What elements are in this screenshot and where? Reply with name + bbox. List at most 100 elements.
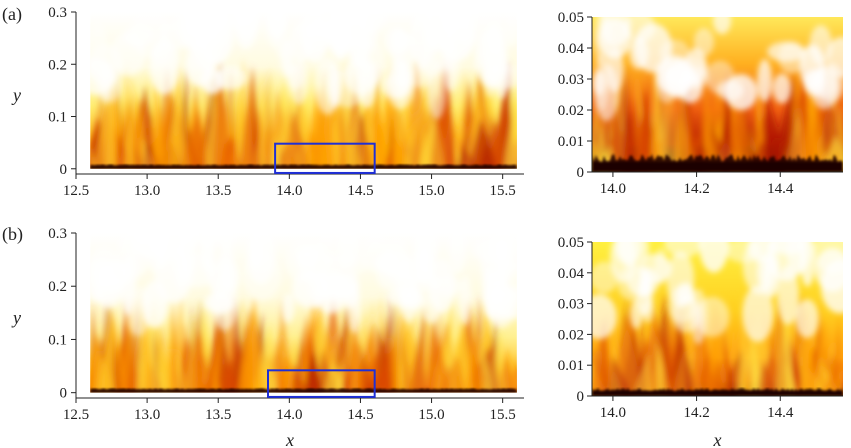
flame-wisp — [201, 233, 215, 274]
flame-wisp — [698, 242, 729, 273]
flame-wisp — [777, 265, 799, 325]
flame-plume — [717, 87, 731, 172]
flame-plume — [292, 326, 304, 393]
x-tick-label: 15.5 — [490, 183, 516, 199]
flame-plume — [256, 65, 277, 169]
flame-plume — [592, 356, 600, 396]
flame-wisp — [624, 17, 656, 43]
flame-wisp — [676, 282, 695, 305]
flame-plume — [238, 296, 264, 393]
flame-plume — [276, 138, 297, 169]
x-tick-label: 15.5 — [490, 407, 516, 423]
flame-wisp — [427, 59, 447, 119]
flame-plume — [219, 358, 239, 393]
flame-wisp — [266, 14, 282, 48]
x-tick-label: 13.0 — [134, 183, 160, 199]
zoom-panel-a: 14.0 14.2 14.4 0 0.01 0.02 0.03 0.04 0.05 — [558, 10, 843, 197]
flame-plumes — [90, 57, 517, 169]
y-tick-label: 0.03 — [558, 297, 584, 313]
flame-wisp — [225, 12, 252, 29]
flame-plume — [623, 94, 646, 172]
wall-spikes — [90, 164, 517, 169]
x-tick-label: 13.0 — [134, 407, 160, 423]
flame-plume — [504, 94, 517, 169]
flame-wisp — [617, 242, 650, 268]
x-tick-label: 13.5 — [205, 183, 231, 199]
wall-layer — [592, 154, 843, 172]
flame-field — [592, 17, 843, 172]
flame-wisp — [812, 242, 843, 273]
flame-plume — [609, 354, 630, 396]
flame-wisp — [92, 258, 114, 291]
flame-wisp — [390, 31, 417, 68]
x-tick-label: 12.5 — [63, 407, 89, 423]
x-axis-label: x — [285, 430, 294, 448]
y-tick-label: 0.1 — [48, 110, 67, 126]
x-tick-label: 13.5 — [205, 407, 231, 423]
wall-spikes — [592, 388, 843, 396]
flame-wisp — [763, 255, 780, 298]
flame-wisp — [592, 70, 606, 96]
flame-wisp — [110, 32, 147, 76]
flame-wisp — [406, 65, 433, 88]
flame-wisp — [141, 280, 168, 329]
flame-wisp — [406, 251, 421, 284]
flame-wisp — [343, 270, 360, 309]
flame-wisp — [747, 242, 776, 263]
wall-layer — [90, 164, 517, 169]
flame-plume — [324, 360, 347, 393]
flame-plume — [123, 105, 136, 169]
main-panel-a: 12.5 13.0 13.5 14.0 14.5 15.0 15.5 0 0.1 0.2 0.3 y (… — [2, 4, 524, 199]
flame-wisp — [289, 58, 309, 105]
flame-wisp — [772, 73, 792, 104]
y-tick-label: 0.02 — [558, 327, 584, 343]
flame-plume — [338, 108, 347, 169]
flame-wisp — [337, 233, 360, 270]
y-tick-label: 0.1 — [48, 332, 67, 348]
flame-plume — [440, 355, 465, 393]
flame-wisps — [592, 17, 843, 121]
panel-label: (b) — [2, 224, 23, 245]
flame-wisp — [443, 41, 460, 92]
flame-plume — [425, 321, 451, 393]
flame-wisp — [414, 246, 435, 285]
flame-plume — [768, 328, 777, 396]
flame-plume — [484, 329, 508, 393]
y-tick-label: 0.05 — [558, 10, 584, 26]
y-tick-label: 0.2 — [48, 279, 67, 295]
flame-wisp — [449, 233, 466, 274]
x-tick-label: 15.0 — [418, 183, 444, 199]
flame-plume — [151, 79, 167, 169]
flame-plume — [786, 102, 806, 172]
flame-wisp — [629, 37, 649, 70]
flame-wisp — [402, 288, 424, 310]
flame-wisp — [677, 71, 703, 104]
flame-wisp — [814, 62, 843, 103]
flame-plumes — [90, 292, 517, 393]
x-tick-label: 14.0 — [276, 183, 302, 199]
flame-wisps — [592, 242, 843, 345]
flame-plume — [686, 95, 696, 172]
flame-plume — [347, 312, 364, 393]
x-tick-label: 14.2 — [683, 181, 709, 197]
flame-wisp — [356, 20, 376, 50]
flame-plume — [672, 341, 689, 396]
flame-wisp — [450, 14, 476, 57]
flame-plume — [738, 92, 753, 172]
x-tick-label: 14.4 — [767, 405, 794, 421]
flame-wisp — [90, 24, 109, 79]
flame-plume — [243, 63, 255, 169]
flame-wisp — [507, 261, 517, 304]
y-tick-label: 0.01 — [558, 134, 584, 150]
flame-wisp — [249, 234, 263, 268]
flame-wisp — [654, 248, 668, 285]
flame-wisp — [664, 242, 703, 258]
wall-spikes — [90, 388, 517, 393]
flame-wisp — [695, 296, 730, 337]
flame-plume — [662, 297, 676, 396]
flame-plume — [392, 312, 400, 393]
y-tick-label: 0.05 — [558, 235, 584, 251]
flame-wisp — [303, 17, 341, 41]
x-tick-label: 12.5 — [63, 183, 89, 199]
